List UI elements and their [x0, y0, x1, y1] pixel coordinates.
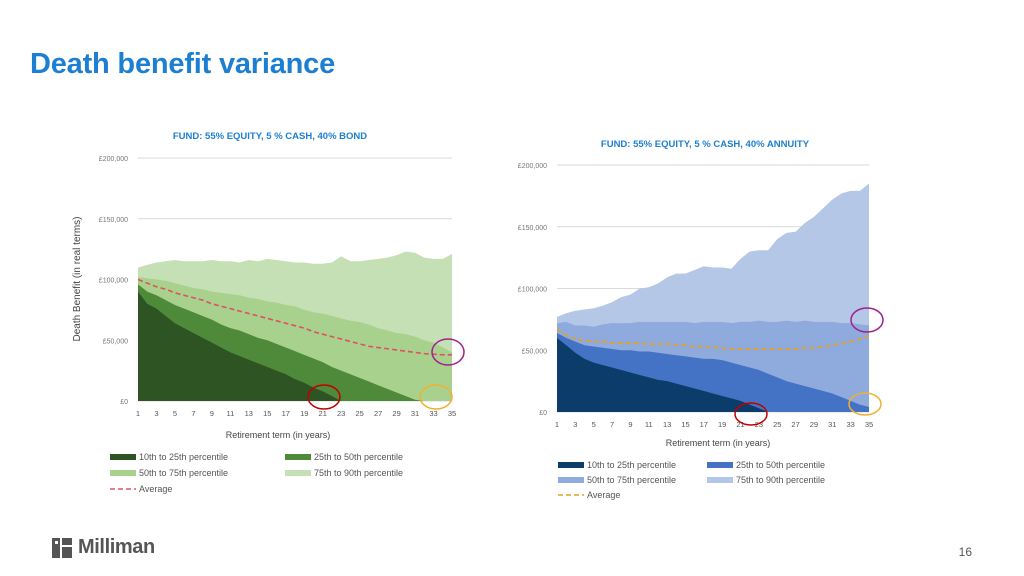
milliman-logo: Milliman	[52, 536, 155, 559]
x-tick-label: 11	[226, 409, 234, 418]
y-tick-label: £50,000	[103, 338, 128, 345]
legend-swatch	[285, 454, 311, 460]
x-tick-label: 35	[448, 409, 456, 418]
legend-swatch	[110, 470, 136, 476]
x-tick-label: 11	[645, 420, 653, 429]
legend-label: Average	[139, 484, 172, 494]
legend-label: 75th to 90th percentile	[736, 475, 825, 485]
x-tick-label: 29	[392, 409, 400, 418]
y-axis-label: Death Benefit (in real terms)	[72, 216, 83, 341]
x-tick-label: 33	[846, 420, 854, 429]
legend-swatch	[110, 454, 136, 460]
x-tick-label: 19	[718, 420, 726, 429]
chart-title: FUND: 55% EQUITY, 5 % CASH, 40% BOND	[173, 131, 367, 142]
y-tick-label: £200,000	[518, 163, 547, 170]
x-tick-label: 21	[736, 420, 744, 429]
x-tick-label: 23	[755, 420, 763, 429]
legend-label: 75th to 90th percentile	[314, 468, 403, 478]
legend-label: 10th to 25th percentile	[587, 460, 676, 470]
chart-title: FUND: 55% EQUITY, 5 % CASH, 40% ANNUITY	[601, 139, 810, 150]
legend-swatch	[707, 477, 733, 483]
x-tick-label: 13	[245, 409, 253, 418]
legend-label: Average	[587, 490, 620, 500]
y-tick-label: £100,000	[99, 278, 128, 285]
legend-swatch	[285, 470, 311, 476]
y-tick-label: £100,000	[518, 287, 547, 294]
x-tick-label: 29	[810, 420, 818, 429]
highlight-circle-orange	[419, 384, 453, 410]
legend-swatch	[558, 477, 584, 483]
x-tick-label: 35	[865, 420, 873, 429]
logo-text: Milliman	[78, 536, 155, 558]
area-band-1	[557, 337, 869, 412]
x-tick-label: 31	[411, 409, 419, 418]
legend-swatch	[707, 462, 733, 468]
x-tick-label: 25	[355, 409, 363, 418]
y-tick-label: £50,000	[522, 348, 547, 355]
x-tick-label: 33	[429, 409, 437, 418]
legend-label: 25th to 50th percentile	[736, 460, 825, 470]
x-tick-label: 21	[319, 409, 327, 418]
x-tick-label: 5	[173, 409, 177, 418]
x-tick-label: 13	[663, 420, 671, 429]
x-tick-label: 27	[791, 420, 799, 429]
x-tick-label: 1	[555, 420, 559, 429]
legend-label: 50th to 75th percentile	[587, 475, 676, 485]
y-tick-label: £150,000	[99, 217, 128, 224]
legend-label: 50th to 75th percentile	[139, 468, 228, 478]
page-title: Death benefit variance	[30, 48, 336, 80]
milliman-logo-icon	[52, 537, 72, 558]
x-tick-label: 25	[773, 420, 781, 429]
legend-label: 10th to 25th percentile	[139, 452, 228, 462]
x-axis-label: Retirement term (in years)	[666, 438, 771, 448]
x-tick-label: 7	[191, 409, 195, 418]
y-tick-label: £0	[539, 410, 547, 417]
x-tick-label: 15	[263, 409, 271, 418]
x-tick-label: 15	[681, 420, 689, 429]
x-tick-label: 17	[282, 409, 290, 418]
highlight-circle-red	[307, 384, 341, 410]
highlight-circle-purple	[431, 338, 465, 366]
legend-label: 25th to 50th percentile	[314, 452, 403, 462]
x-tick-label: 1	[136, 409, 140, 418]
average-line	[137, 278, 452, 356]
x-tick-label: 5	[592, 420, 596, 429]
page-number: 16	[958, 545, 972, 559]
y-tick-label: £0	[120, 399, 128, 406]
x-tick-label: 3	[154, 409, 158, 418]
highlight-circle-purple	[850, 307, 884, 333]
x-tick-label: 9	[210, 409, 214, 418]
x-tick-label: 23	[337, 409, 345, 418]
x-tick-label: 19	[300, 409, 308, 418]
x-axis-label: Retirement term (in years)	[226, 430, 331, 440]
highlight-circle-orange	[848, 392, 882, 416]
x-tick-label: 31	[828, 420, 836, 429]
y-tick-label: £200,000	[99, 156, 128, 163]
x-tick-label: 27	[374, 409, 382, 418]
y-tick-label: £150,000	[518, 225, 547, 232]
area-band-1	[138, 291, 452, 401]
x-tick-label: 3	[573, 420, 577, 429]
x-tick-label: 7	[610, 420, 614, 429]
highlight-circle-red	[734, 402, 768, 426]
x-tick-label: 9	[628, 420, 632, 429]
x-tick-label: 17	[700, 420, 708, 429]
legend-swatch	[558, 462, 584, 468]
